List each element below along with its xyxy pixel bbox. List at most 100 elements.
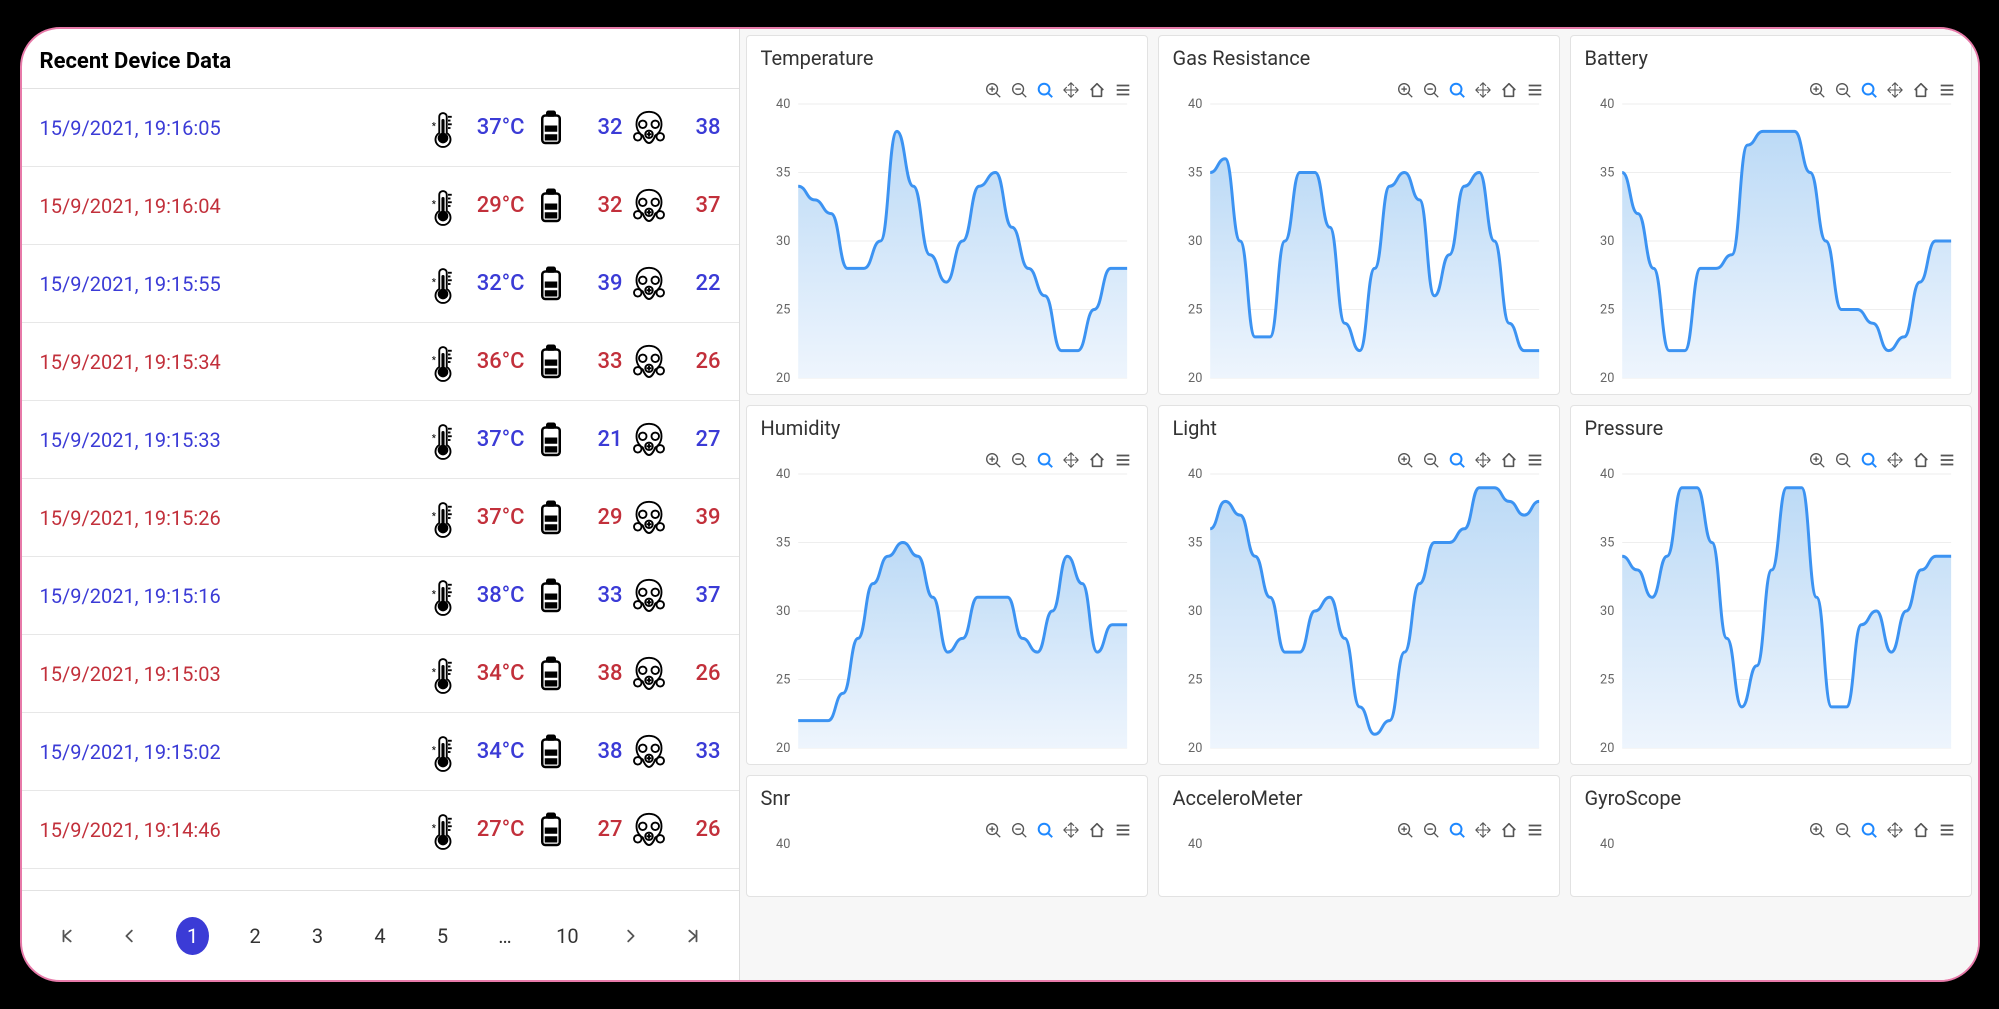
data-row[interactable]: 15/9/2021, 19:15:02 * 34°C 38 33 [22,713,739,791]
pan-icon[interactable] [1885,450,1905,470]
data-row[interactable]: 15/9/2021, 19:14:46 * 27°C 27 26 [22,791,739,869]
pan-icon[interactable] [1885,80,1905,100]
svg-text:25: 25 [1600,672,1614,687]
pager-first[interactable] [52,917,84,955]
chart-plot[interactable]: 2025303540 [1585,446,1957,756]
zoom-out-icon[interactable] [1009,80,1029,100]
zoom-out-icon[interactable] [1421,80,1441,100]
chart-title: Humidity [761,416,1133,440]
battery-value: 32 [575,115,623,140]
zoom-in-icon[interactable] [983,80,1003,100]
zoom-select-icon[interactable] [1447,450,1467,470]
timestamp: 15/9/2021, 19:15:34 [40,350,417,374]
home-icon[interactable] [1087,450,1107,470]
svg-text:20: 20 [1600,741,1614,756]
temperature-metric: * 32°C [423,264,525,304]
timestamp: 15/9/2021, 19:15:03 [40,662,417,686]
zoom-in-icon[interactable] [1807,80,1827,100]
menu-icon[interactable] [1113,80,1133,100]
gas-value: 33 [673,739,721,764]
home-icon[interactable] [1499,80,1519,100]
timestamp: 15/9/2021, 19:14:46 [40,818,417,842]
zoom-select-icon[interactable] [1859,820,1879,840]
pan-icon[interactable] [1061,80,1081,100]
chart-plot[interactable]: 2025303540 [761,76,1133,386]
menu-icon[interactable] [1113,450,1133,470]
menu-icon[interactable] [1525,820,1545,840]
pan-icon[interactable] [1061,820,1081,840]
pager-next[interactable] [614,917,646,955]
data-row[interactable]: 15/9/2021, 19:15:33 * 37°C 21 27 [22,401,739,479]
thermometer-icon: * [423,264,463,304]
zoom-out-icon[interactable] [1421,820,1441,840]
pan-icon[interactable] [1473,820,1493,840]
pager-page-4[interactable]: 4 [364,917,396,955]
data-row[interactable]: 15/9/2021, 19:16:04 * 29°C 32 37 [22,167,739,245]
pan-icon[interactable] [1061,450,1081,470]
home-icon[interactable] [1499,820,1519,840]
data-row[interactable]: 15/9/2021, 19:15:26 * 37°C 29 39 [22,479,739,557]
data-row[interactable]: 15/9/2021, 19:15:16 * 38°C 33 37 [22,557,739,635]
menu-icon[interactable] [1525,450,1545,470]
pan-icon[interactable] [1473,450,1493,470]
gas-mask-icon [629,420,669,460]
zoom-select-icon[interactable] [1447,820,1467,840]
menu-icon[interactable] [1525,80,1545,100]
zoom-in-icon[interactable] [1807,450,1827,470]
pager-page-10[interactable]: 10 [551,917,583,955]
svg-text:35: 35 [776,165,790,180]
zoom-out-icon[interactable] [1833,820,1853,840]
menu-icon[interactable] [1937,450,1957,470]
battery-value: 33 [575,583,623,608]
home-icon[interactable] [1911,450,1931,470]
gas-value: 37 [673,583,721,608]
charts-grid: Temperature 2025303540Gas Resistance 202… [746,35,1972,897]
zoom-select-icon[interactable] [1035,820,1055,840]
zoom-select-icon[interactable] [1035,450,1055,470]
pager-prev[interactable] [114,917,146,955]
zoom-in-icon[interactable] [1395,820,1415,840]
pan-icon[interactable] [1885,820,1905,840]
home-icon[interactable] [1087,80,1107,100]
pager-page-2[interactable]: 2 [239,917,271,955]
chart-plot[interactable]: 2025303540 [1173,446,1545,756]
zoom-in-icon[interactable] [1807,820,1827,840]
zoom-in-icon[interactable] [1395,450,1415,470]
zoom-in-icon[interactable] [1395,80,1415,100]
data-row[interactable]: 15/9/2021, 19:16:05 * 37°C 32 38 [22,89,739,167]
chart-plot[interactable]: 2025303540 [1173,76,1545,386]
thermometer-icon: * [423,498,463,538]
temperature-value: 37°C [467,505,525,530]
chart-plot[interactable]: 2025303540 [1585,76,1957,386]
pager-page-1[interactable]: 1 [176,917,208,955]
zoom-out-icon[interactable] [1009,450,1029,470]
pager-page-3[interactable]: 3 [301,917,333,955]
gas-mask-icon [629,342,669,382]
zoom-out-icon[interactable] [1833,450,1853,470]
home-icon[interactable] [1911,820,1931,840]
home-icon[interactable] [1499,450,1519,470]
zoom-in-icon[interactable] [983,450,1003,470]
pan-icon[interactable] [1473,80,1493,100]
menu-icon[interactable] [1113,820,1133,840]
zoom-out-icon[interactable] [1833,80,1853,100]
home-icon[interactable] [1087,820,1107,840]
pager-last[interactable] [676,917,708,955]
zoom-select-icon[interactable] [1859,80,1879,100]
menu-icon[interactable] [1937,820,1957,840]
pager-page-5[interactable]: 5 [426,917,458,955]
data-row[interactable]: 15/9/2021, 19:15:03 * 34°C 38 26 [22,635,739,713]
menu-icon[interactable] [1937,80,1957,100]
zoom-out-icon[interactable] [1421,450,1441,470]
home-icon[interactable] [1911,80,1931,100]
zoom-select-icon[interactable] [1035,80,1055,100]
data-row[interactable]: 15/9/2021, 19:15:55 * 32°C 39 22 [22,245,739,323]
zoom-select-icon[interactable] [1447,80,1467,100]
chart-plot[interactable]: 2025303540 [761,446,1133,756]
timestamp: 15/9/2021, 19:16:04 [40,194,417,218]
zoom-out-icon[interactable] [1009,820,1029,840]
data-row[interactable]: 15/9/2021, 19:15:34 * 36°C 33 26 [22,323,739,401]
chart-card-accelerometer: AcceleroMeter 40 [1158,775,1560,897]
zoom-select-icon[interactable] [1859,450,1879,470]
zoom-in-icon[interactable] [983,820,1003,840]
